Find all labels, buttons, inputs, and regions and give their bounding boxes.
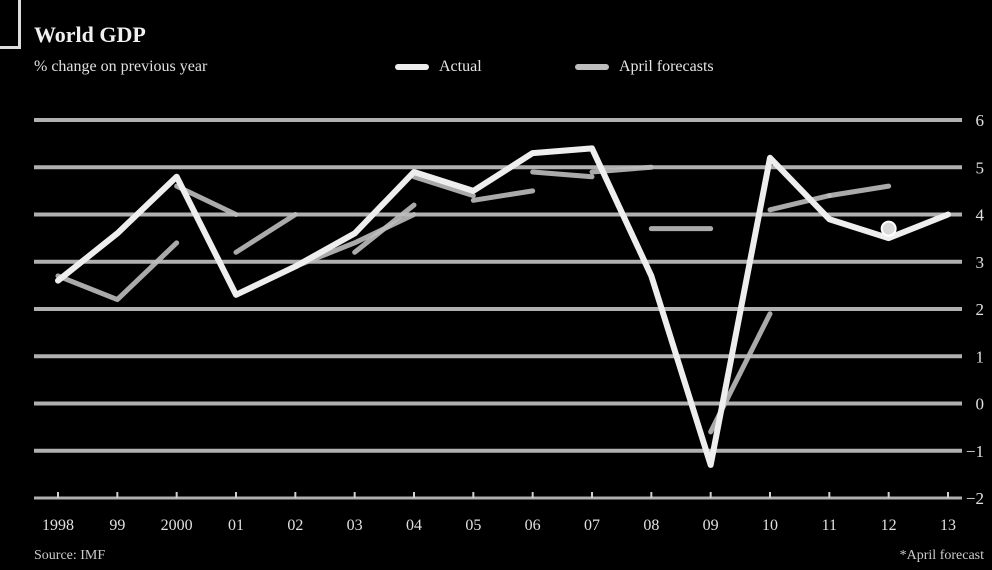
y-tick-label: 5 bbox=[976, 158, 985, 177]
x-tick-label: 13 bbox=[940, 517, 956, 534]
legend-item-actual: Actual bbox=[395, 58, 482, 76]
x-tick-label: 09 bbox=[703, 517, 719, 534]
y-tick-label: 1 bbox=[976, 347, 985, 366]
y-tick-label: 2 bbox=[976, 300, 985, 319]
actual-point bbox=[589, 145, 595, 151]
chart-subtitle: % change on previous year bbox=[34, 58, 208, 75]
forecast-segment bbox=[826, 183, 892, 199]
legend-item-forecast: April forecasts bbox=[575, 58, 714, 76]
x-tick-label: 99 bbox=[109, 517, 125, 534]
actual-point bbox=[530, 150, 536, 156]
actual-point bbox=[945, 212, 951, 217]
corner-bracket bbox=[0, 0, 21, 49]
chart-title: World GDP bbox=[34, 22, 146, 47]
x-tick-label: 12 bbox=[881, 517, 897, 534]
forecast-segment bbox=[55, 240, 180, 303]
actual-point bbox=[174, 174, 180, 180]
legend-label-actual: Actual bbox=[439, 58, 482, 75]
forecast-segment bbox=[767, 193, 832, 213]
actual-point bbox=[55, 278, 61, 284]
actual-series-line bbox=[55, 145, 951, 468]
actual-point bbox=[233, 292, 239, 298]
x-tick-label: 03 bbox=[347, 517, 363, 534]
x-tick-label: 1998 bbox=[42, 517, 74, 534]
x-tick-label: 01 bbox=[228, 517, 244, 534]
actual-point bbox=[708, 462, 714, 468]
actual-point bbox=[886, 235, 892, 241]
actual-point bbox=[352, 230, 358, 236]
actual-point bbox=[470, 188, 476, 194]
x-tick-label: 11 bbox=[822, 517, 837, 534]
x-tick-label: 2000 bbox=[161, 517, 193, 534]
y-tick-label: −1 bbox=[966, 442, 984, 461]
y-tick-label: 4 bbox=[976, 206, 985, 225]
actual-point bbox=[826, 216, 832, 222]
legend-swatch-forecast bbox=[575, 64, 609, 70]
actual-point bbox=[114, 230, 120, 236]
footnote: *April forecast bbox=[899, 548, 984, 563]
actual-point bbox=[767, 155, 773, 161]
forecast-segment bbox=[530, 169, 595, 180]
y-tick-label: −2 bbox=[966, 489, 984, 508]
legend-label-forecast: April forecasts bbox=[619, 58, 714, 75]
x-tick-label: 07 bbox=[584, 517, 600, 534]
legend-swatch-actual bbox=[395, 64, 429, 70]
x-tick-label: 02 bbox=[287, 517, 303, 534]
x-tick-label: 06 bbox=[525, 517, 541, 534]
x-tick-label: 05 bbox=[465, 517, 481, 534]
y-tick-label: 0 bbox=[976, 395, 985, 414]
forecast-marker bbox=[880, 220, 897, 237]
y-tick-label: 6 bbox=[976, 111, 985, 130]
x-tick-label: 08 bbox=[643, 517, 659, 534]
forecast-segment bbox=[233, 212, 298, 255]
x-tick-label: 04 bbox=[406, 517, 422, 534]
forecast-segment bbox=[470, 188, 536, 203]
actual-point bbox=[292, 263, 298, 269]
forecast-segment bbox=[352, 202, 417, 255]
actual-point bbox=[411, 169, 417, 175]
y-tick-label: 3 bbox=[976, 253, 985, 272]
actual-point bbox=[648, 273, 654, 279]
x-tick-label: 10 bbox=[762, 517, 778, 534]
source-note: Source: IMF bbox=[34, 548, 106, 563]
forecast-segment bbox=[411, 174, 476, 199]
